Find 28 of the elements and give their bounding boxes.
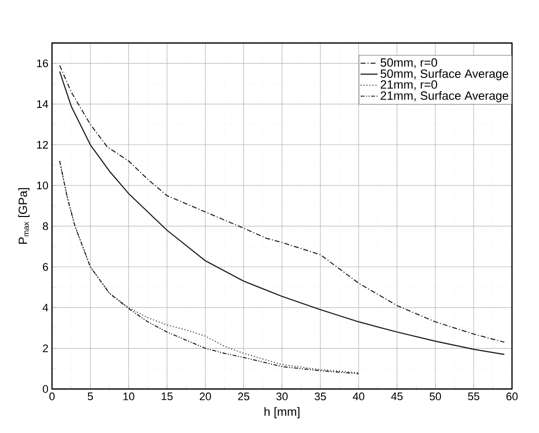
x-tick-label: 10 — [123, 392, 134, 400]
y-tick-label: 2 — [42, 344, 48, 352]
x-tick-label: 5 — [88, 392, 93, 400]
y-tick-label: 16 — [37, 59, 48, 68]
x-tick-label: 45 — [391, 392, 403, 400]
y-tick-label: 14 — [37, 100, 48, 108]
x-tick-label: 20 — [200, 392, 211, 400]
y-tick-label: 4 — [42, 304, 48, 312]
x-tick-label: 50 — [430, 392, 441, 400]
y-axis-title: P$_{max}$ [GPa] — [18, 188, 30, 244]
legend-label: 21mm, Surface Average — [380, 91, 508, 102]
x-axis-title: h [mm] — [264, 407, 300, 418]
x-tick-label: 30 — [276, 392, 288, 400]
y-tick-label: 8 — [42, 222, 48, 230]
x-tick-label: 35 — [314, 392, 326, 400]
y-tick-label: 0 — [42, 385, 48, 393]
legend-label: 21mm, r=0 — [380, 80, 438, 90]
x-tick-label: 0 — [49, 392, 55, 400]
x-tick-label: 40 — [352, 392, 364, 400]
y-tick-label: 12 — [37, 140, 48, 149]
x-tick-label: 25 — [238, 392, 250, 400]
y-tick-label: 10 — [37, 182, 48, 190]
y-tick-label: 6 — [42, 263, 48, 271]
legend-label: 50mm, r=0 — [380, 58, 438, 68]
legend-label: 50mm, Surface Average — [380, 69, 508, 80]
x-tick-label: 60 — [506, 392, 518, 400]
x-tick-label: 55 — [468, 392, 480, 400]
x-tick-label: 15 — [162, 392, 173, 400]
